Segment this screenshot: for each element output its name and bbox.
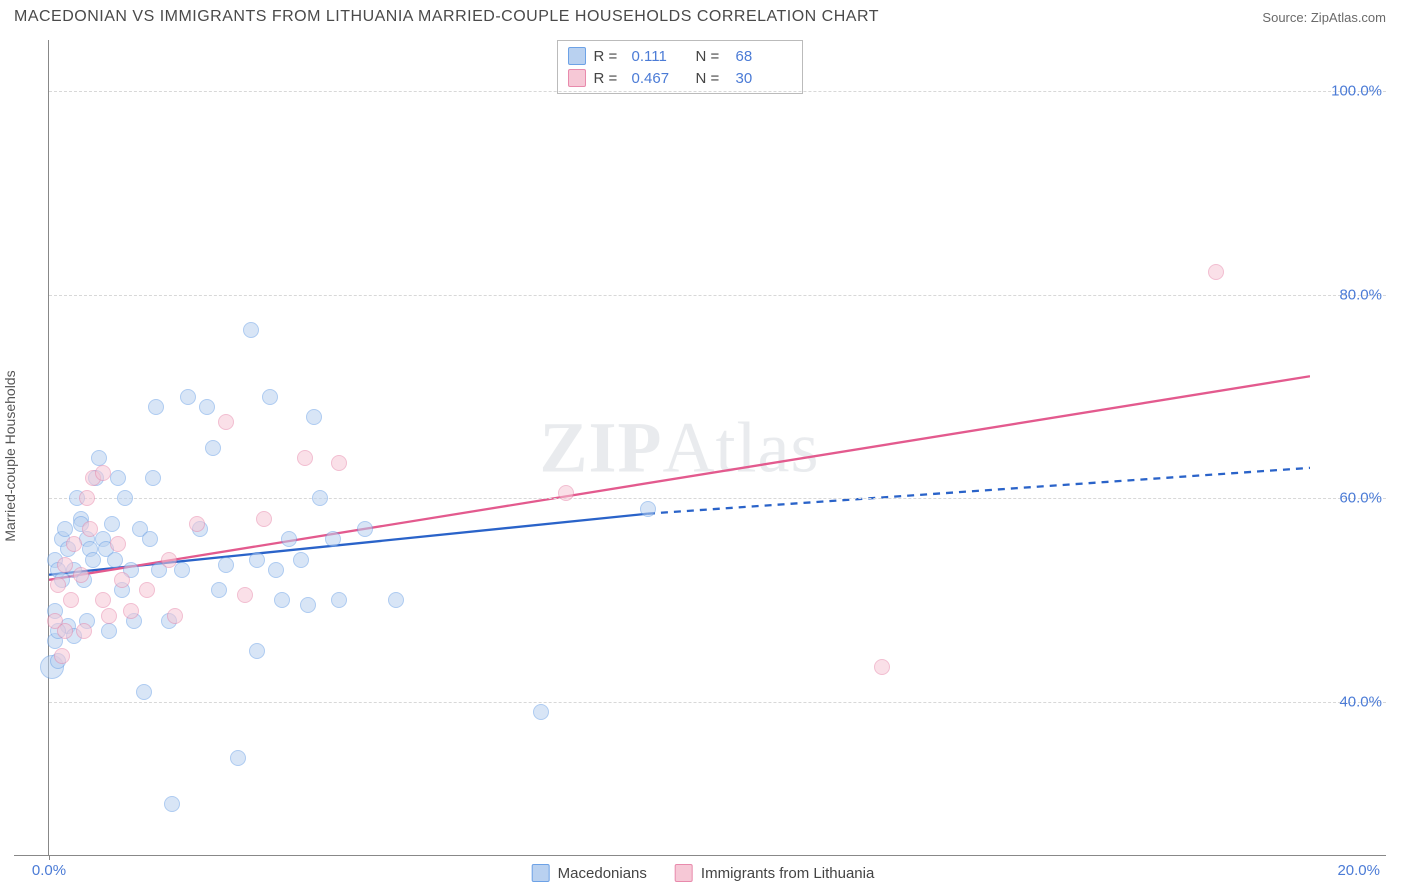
data-point (114, 572, 130, 588)
data-point (76, 623, 92, 639)
source-label: Source: ZipAtlas.com (1262, 10, 1386, 25)
data-point (57, 557, 73, 573)
legend-item: Immigrants from Lithuania (675, 864, 874, 882)
x-tick-label: 20.0% (1337, 862, 1380, 879)
plot-region: ZIPAtlas R =0.111N =68R =0.467N =30 40.0… (48, 40, 1310, 855)
data-point (139, 582, 155, 598)
data-point (293, 552, 309, 568)
gridline (49, 91, 1386, 92)
chart-area: Married-couple Households ZIPAtlas R =0.… (14, 40, 1386, 856)
data-point (66, 536, 82, 552)
data-point (91, 450, 107, 466)
data-point (117, 490, 133, 506)
data-point (388, 592, 404, 608)
data-point (57, 521, 73, 537)
data-point (136, 684, 152, 700)
data-point (218, 414, 234, 430)
data-point (357, 521, 373, 537)
data-point (167, 608, 183, 624)
data-point (50, 577, 66, 593)
data-point (101, 623, 117, 639)
legend-swatch (568, 69, 586, 87)
data-point (161, 552, 177, 568)
data-point (237, 587, 253, 603)
data-point (174, 562, 190, 578)
data-point (312, 490, 328, 506)
data-point (325, 531, 341, 547)
data-point (268, 562, 284, 578)
data-point (243, 322, 259, 338)
gridline (49, 295, 1386, 296)
data-point (874, 659, 890, 675)
data-point (218, 557, 234, 573)
data-point (262, 389, 278, 405)
data-point (180, 389, 196, 405)
data-point (164, 796, 180, 812)
trend-lines (49, 40, 1310, 855)
data-point (142, 531, 158, 547)
y-tick-label: 60.0% (1339, 490, 1382, 507)
source-link[interactable]: ZipAtlas.com (1311, 10, 1386, 25)
data-point (274, 592, 290, 608)
correlation-legend: R =0.111N =68R =0.467N =30 (557, 40, 803, 94)
legend-item: Macedonians (532, 864, 647, 882)
data-point (148, 399, 164, 415)
data-point (54, 648, 70, 664)
data-point (230, 750, 246, 766)
legend-text: Macedonians (558, 865, 647, 882)
chart-title: MACEDONIAN VS IMMIGRANTS FROM LITHUANIA … (14, 8, 879, 26)
x-tick-label: 0.0% (32, 862, 66, 879)
data-point (57, 623, 73, 639)
legend-text: Immigrants from Lithuania (701, 865, 874, 882)
watermark: ZIPAtlas (539, 406, 819, 489)
legend-swatch (675, 864, 693, 882)
data-point (79, 490, 95, 506)
data-point (123, 603, 139, 619)
data-point (110, 470, 126, 486)
data-point (82, 521, 98, 537)
legend-swatch (532, 864, 550, 882)
data-point (211, 582, 227, 598)
data-point (297, 450, 313, 466)
y-tick-label: 100.0% (1331, 82, 1382, 99)
data-point (63, 592, 79, 608)
data-point (331, 592, 347, 608)
legend-row: R =0.467N =30 (568, 67, 792, 89)
data-point (558, 485, 574, 501)
data-point (95, 465, 111, 481)
data-point (1208, 264, 1224, 280)
data-point (533, 704, 549, 720)
data-point (73, 567, 89, 583)
data-point (145, 470, 161, 486)
series-legend: Macedonians Immigrants from Lithuania (532, 864, 875, 882)
data-point (249, 643, 265, 659)
data-point (306, 409, 322, 425)
data-point (110, 536, 126, 552)
data-point (281, 531, 297, 547)
y-axis-label: Married-couple Households (2, 370, 18, 541)
legend-row: R =0.111N =68 (568, 45, 792, 67)
data-point (205, 440, 221, 456)
data-point (300, 597, 316, 613)
data-point (189, 516, 205, 532)
data-point (331, 455, 347, 471)
data-point (199, 399, 215, 415)
data-point (256, 511, 272, 527)
data-point (249, 552, 265, 568)
data-point (107, 552, 123, 568)
y-tick-label: 80.0% (1339, 286, 1382, 303)
data-point (101, 608, 117, 624)
data-point (640, 501, 656, 517)
data-point (95, 592, 111, 608)
data-point (104, 516, 120, 532)
gridline (49, 498, 1386, 499)
legend-swatch (568, 47, 586, 65)
y-tick-label: 40.0% (1339, 694, 1382, 711)
gridline (49, 702, 1386, 703)
